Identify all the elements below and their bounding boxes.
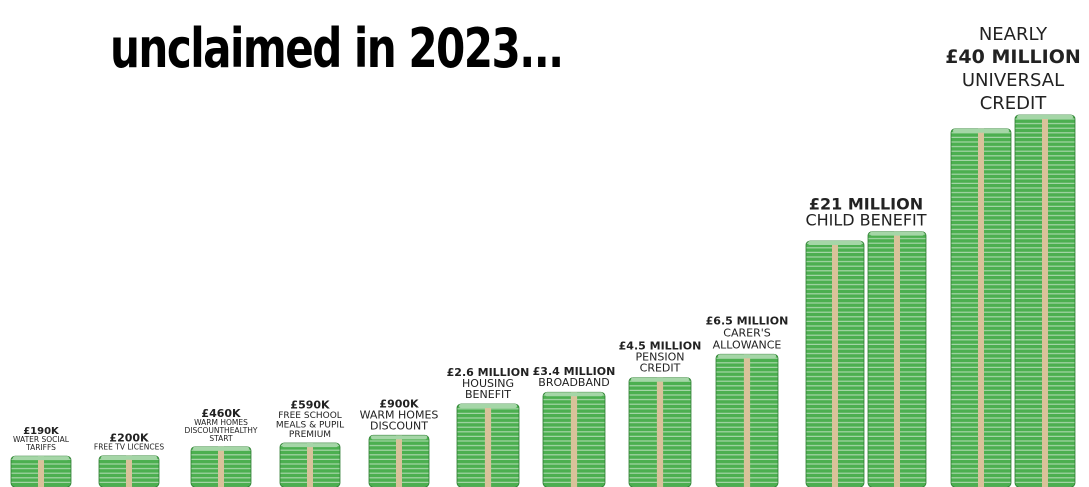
value-label: £4.5 MILLION (619, 340, 702, 353)
category-label: FREE SCHOOL (278, 411, 342, 421)
category-label: WARM HOMES (360, 408, 439, 421)
stack-top (459, 403, 517, 408)
category-label: MEALS & PUPIL (276, 421, 344, 431)
stack-top (101, 455, 157, 460)
label-prefix: NEARLY (979, 24, 1048, 45)
money-band (396, 435, 402, 487)
value-label: £2.6 MILLION (447, 366, 530, 379)
cash-stack (628, 377, 692, 487)
category-label: CREDIT (640, 362, 681, 375)
money-band (656, 377, 664, 487)
category-label: CHILD BENEFIT (805, 211, 926, 230)
money-band (743, 354, 751, 487)
value-label: £3.4 MILLION (533, 365, 616, 378)
value-label: £900K (379, 397, 419, 410)
value-label: £190K (23, 426, 60, 437)
money-band (307, 443, 313, 487)
category-label: START (209, 434, 233, 443)
money-band (126, 455, 132, 487)
money-band (978, 128, 984, 487)
stack-top (631, 377, 689, 382)
value-label: £590K (290, 399, 330, 412)
money-band (832, 241, 838, 487)
stack-top (545, 392, 603, 397)
stack-top (953, 128, 1009, 133)
money-band (570, 392, 578, 487)
category-label: FREE TV LICENCES (94, 443, 164, 452)
cash-stack (10, 455, 72, 487)
stack-top (193, 446, 249, 451)
money-band (218, 446, 224, 487)
category-label: DISCOUNT (370, 419, 428, 432)
category-label: DISCOUNTHEALTHY (184, 426, 257, 435)
money-band (38, 456, 44, 487)
category-label: CREDIT (980, 93, 1048, 114)
cash-stack (715, 353, 779, 487)
cash-stack (950, 114, 1076, 487)
money-band (894, 231, 900, 487)
category-label: BROADBAND (538, 376, 609, 389)
money-band (1042, 115, 1048, 487)
cash-stack (368, 434, 430, 487)
value-label: £200K (109, 432, 149, 445)
stack-top (282, 443, 338, 448)
value-label: £21 MILLION (809, 195, 923, 214)
chart-title: unclaimed in 2023... (110, 17, 564, 80)
category-label: HOUSING (462, 377, 514, 390)
category-label: WARM HOMES (194, 418, 248, 427)
stack-top (371, 435, 427, 440)
category-label: BENEFIT (465, 388, 511, 401)
category-label: PENSION (636, 351, 685, 364)
cash-stack (190, 446, 252, 487)
cash-stack (805, 231, 927, 487)
category-label: UNIVERSAL (962, 70, 1064, 91)
stack-top (1017, 115, 1073, 119)
category-label: TARIFFS (25, 443, 56, 452)
value-label: £460K (201, 407, 241, 420)
cash-stack (98, 455, 160, 487)
category-label: ALLOWANCE (713, 338, 782, 351)
cash-stack (456, 403, 520, 487)
stack-top (718, 354, 776, 359)
cash-stack (542, 391, 606, 487)
money-band (484, 403, 492, 487)
category-label: PREMIUM (289, 430, 331, 440)
value-label: £40 MILLION (945, 46, 1081, 68)
stack-top (13, 456, 69, 461)
cash-stack (279, 442, 341, 487)
category-label: CARER'S (723, 326, 770, 339)
category-label: WATER SOCIAL (13, 435, 70, 444)
stack-top (870, 231, 924, 236)
value-label: £6.5 MILLION (706, 314, 789, 327)
stack-top (808, 241, 862, 246)
